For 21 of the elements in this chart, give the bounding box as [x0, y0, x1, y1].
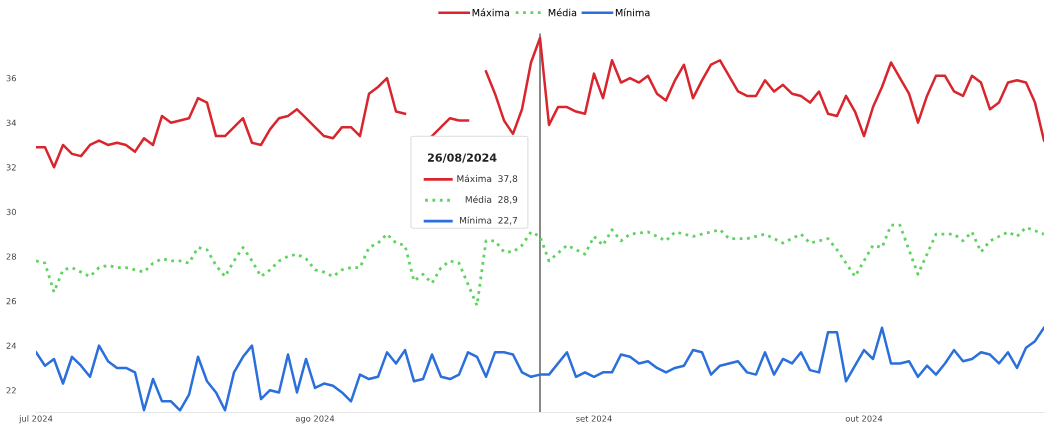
- y-tick-label: 32: [6, 164, 16, 171]
- y-tick-label: 36: [6, 75, 17, 82]
- annotation: Média 28,9: [465, 195, 518, 204]
- legend-label: Máxima: [472, 8, 510, 17]
- y-tick-label: 34: [6, 119, 17, 126]
- y-tick-label: 30: [6, 208, 16, 216]
- x-tick-label: ago 2024: [295, 415, 335, 424]
- y-tick-label: 22: [6, 387, 16, 394]
- legend-label: Mínima: [615, 8, 650, 17]
- annotation: 26/08/2024: [427, 153, 497, 163]
- annotation: Mínima 22,7: [460, 216, 518, 225]
- x-tick-label: out 2024: [845, 415, 883, 422]
- annotation: Máxima 37,8: [457, 174, 518, 183]
- line-series: [36, 326, 1044, 412]
- x-tick-label: jul 2024: [18, 415, 53, 424]
- y-tick-label: 24: [6, 342, 17, 349]
- legend-label: Média: [548, 8, 577, 17]
- y-tick-label: 26: [6, 298, 17, 305]
- x-tick-label: set 2024: [576, 415, 612, 422]
- line-series: [36, 223, 1044, 307]
- y-tick-label: 28: [6, 253, 16, 260]
